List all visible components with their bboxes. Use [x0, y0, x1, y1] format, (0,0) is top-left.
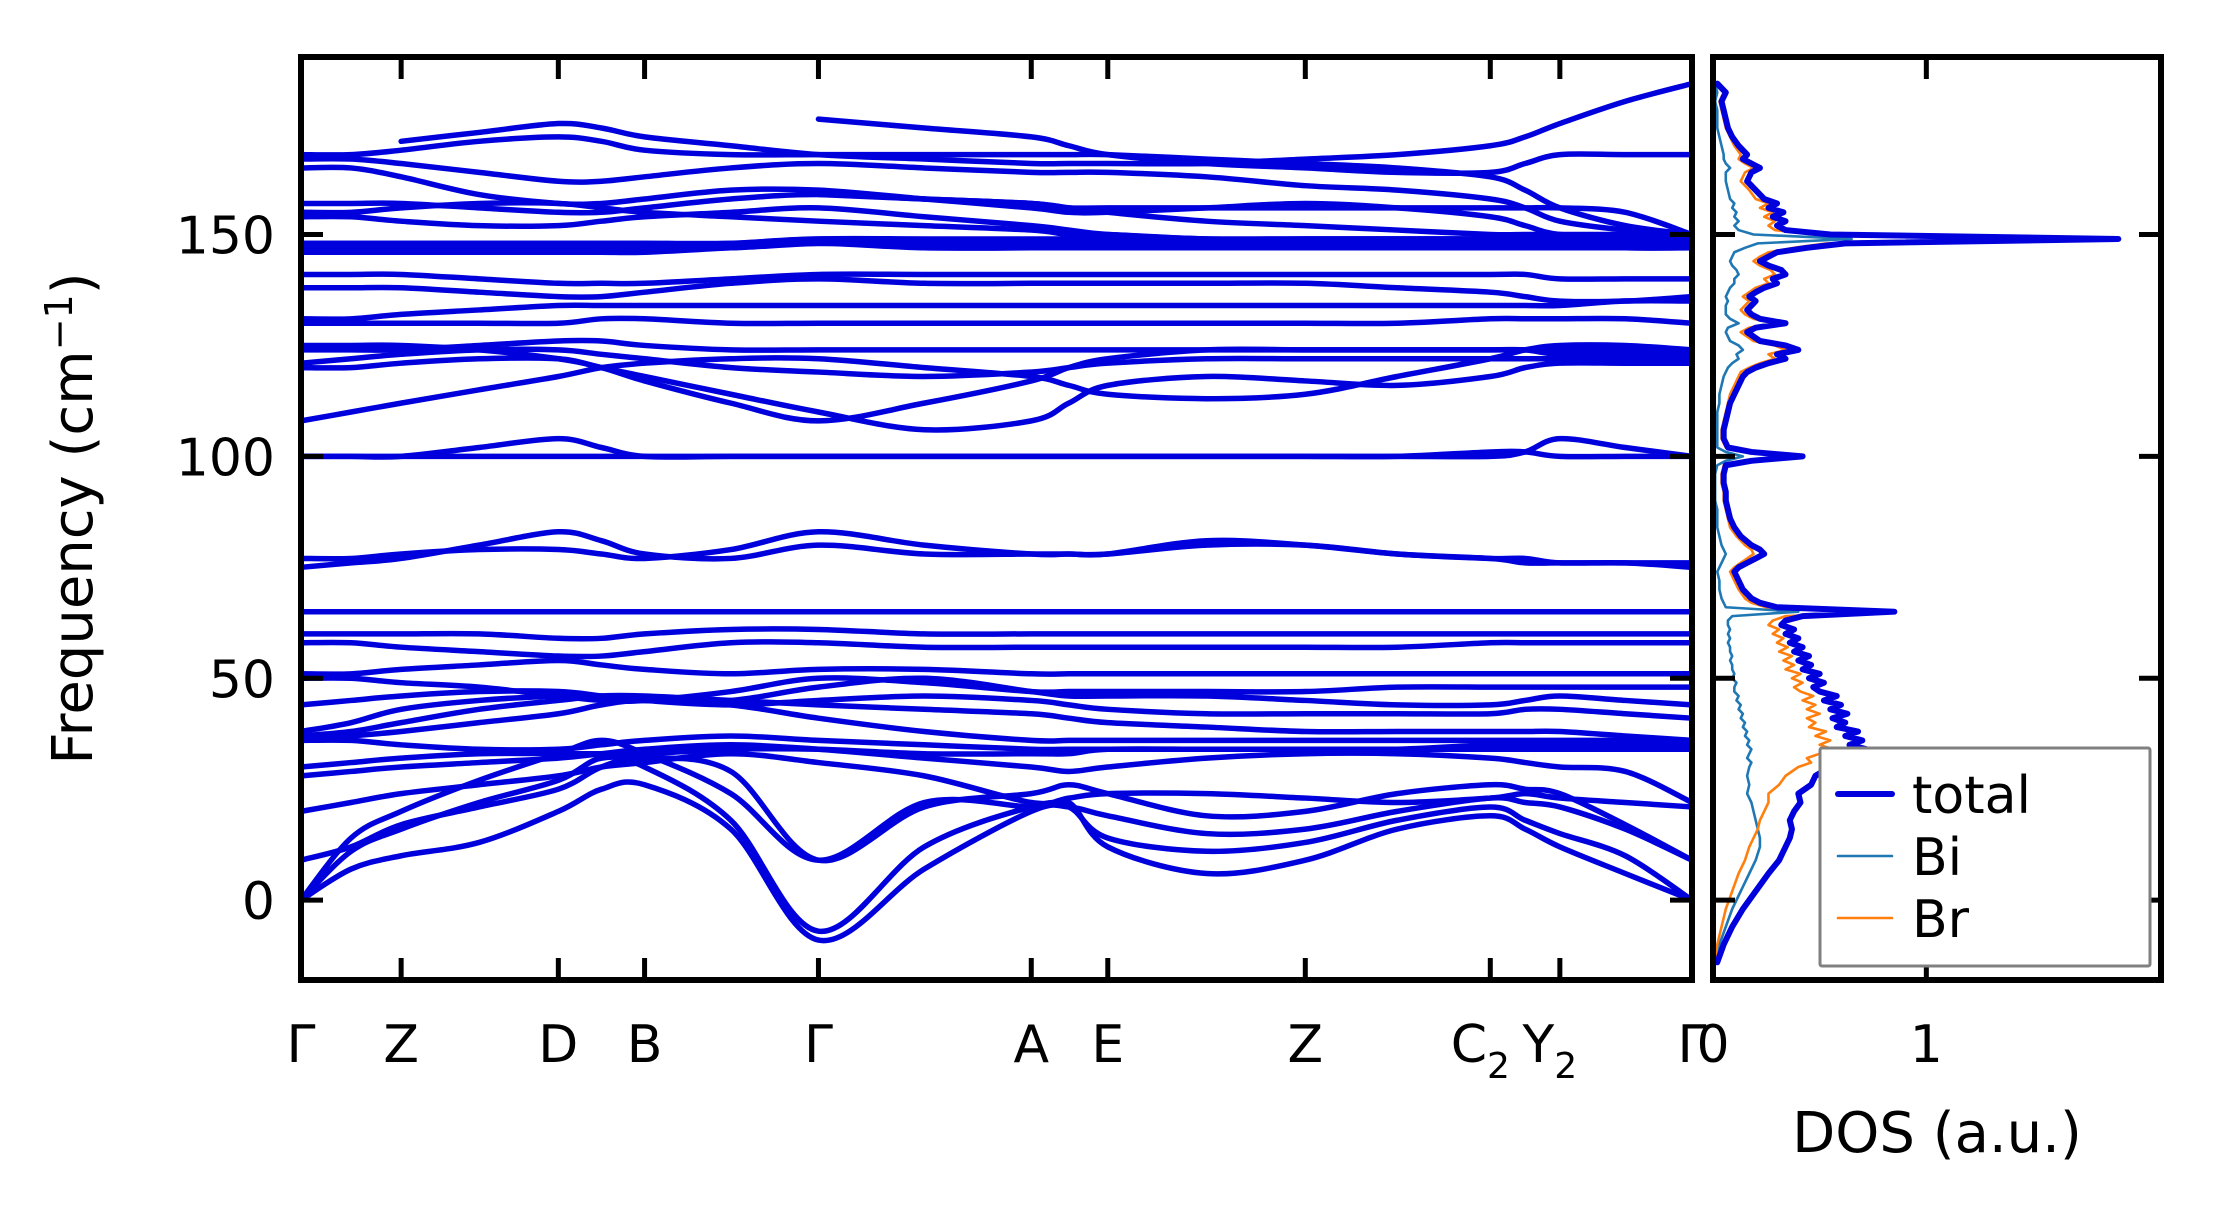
band-curve	[298, 745, 1695, 770]
band-frame-rect	[298, 54, 1695, 983]
dos-axes-frame	[1710, 54, 2164, 983]
y-tick-label: 0	[242, 872, 275, 932]
band-curve	[298, 754, 1695, 934]
band-axes-frame	[298, 54, 1695, 983]
band-curve	[298, 315, 1695, 327]
band-x-ticks	[298, 57, 1695, 980]
legend-label-br: Br	[1912, 890, 1970, 950]
legend-label-bi: Bi	[1912, 828, 1962, 888]
band-curve	[298, 529, 1695, 571]
x-tick-label: E	[1091, 1015, 1124, 1075]
x-tick-label: Y2	[1522, 1015, 1578, 1087]
x-tick-label: B	[627, 1015, 663, 1075]
band-y-tick-labels: 0 50 100 150	[176, 207, 275, 933]
band-y-ticks	[301, 232, 1692, 903]
dos-x-axis-label: DOS (a.u.)	[1792, 1101, 2082, 1166]
y-tick-label: 100	[176, 428, 275, 488]
band-curve	[298, 657, 1695, 677]
y-axis-label: Frequency (cm−1)	[37, 272, 106, 764]
band-curve	[298, 134, 1695, 238]
band-x-tick-labels: Γ Z D B Γ A E Z C2 Y2 Γ	[287, 1015, 1707, 1087]
band-curve	[298, 155, 1695, 238]
x-tick-label: Γ	[804, 1015, 833, 1075]
band-curve	[298, 435, 1695, 460]
x-tick-label: C2	[1451, 1015, 1510, 1087]
band-curve	[298, 692, 1695, 735]
band-curve	[298, 692, 1695, 744]
dos-frame-rect	[1710, 54, 2164, 983]
dos-curve-total	[1714, 80, 2122, 966]
band-curve	[298, 675, 1695, 705]
y-tick-label: 50	[209, 650, 275, 710]
band-curve	[815, 116, 1695, 176]
legend-label-total: total	[1912, 766, 2031, 826]
band-curve	[298, 755, 1695, 864]
band-curve	[298, 742, 1695, 806]
band-curve	[298, 639, 1695, 660]
band-curve	[298, 276, 1695, 305]
band-curve	[298, 271, 1695, 287]
dos-y-ticks	[1713, 232, 2161, 903]
band-curve	[298, 297, 1695, 322]
dos-x-ticks	[1710, 57, 1929, 980]
band-curve	[298, 342, 1695, 424]
dos-x-tick-label: 1	[1910, 1015, 1943, 1075]
band-curve	[815, 191, 1695, 238]
band-curve	[298, 355, 1695, 433]
dos-x-tick-label: 0	[1696, 1015, 1729, 1075]
band-curve	[398, 80, 1695, 167]
band-curve	[298, 342, 1695, 424]
legend-box	[1818, 746, 2152, 968]
x-tick-label: D	[538, 1015, 578, 1075]
band-curve	[298, 750, 1695, 815]
x-tick-label: A	[1013, 1015, 1049, 1075]
band-curve	[298, 240, 1695, 256]
x-tick-label: Z	[1287, 1015, 1323, 1075]
x-tick-label: Γ	[287, 1015, 316, 1075]
band-curve	[298, 626, 1695, 642]
band-curves-group	[298, 80, 1695, 944]
x-tick-label: Z	[383, 1015, 419, 1075]
x-tick-label: Γ	[1678, 1015, 1707, 1075]
y-tick-label: 150	[176, 207, 275, 267]
band-curve	[298, 164, 1695, 238]
band-panel: Γ Z D B Γ A E Z C2 Y2 Γ 0 50 100 150 Frequency (cm−1)	[37, 54, 1707, 1087]
band-curve	[298, 697, 1695, 744]
band-curve	[298, 733, 1695, 753]
band-curve	[298, 346, 1695, 380]
